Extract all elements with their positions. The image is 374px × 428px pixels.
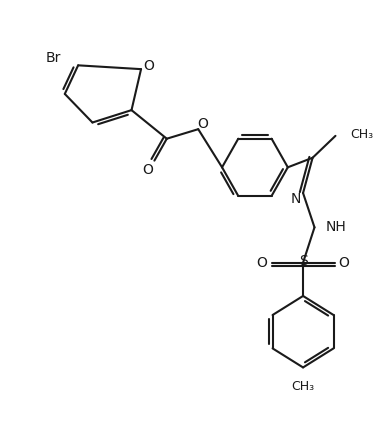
Text: S: S bbox=[299, 254, 307, 268]
Text: CH₃: CH₃ bbox=[291, 380, 315, 393]
Text: O: O bbox=[257, 256, 267, 270]
Text: NH: NH bbox=[326, 220, 347, 235]
Text: O: O bbox=[142, 163, 153, 177]
Text: O: O bbox=[143, 59, 154, 73]
Text: O: O bbox=[338, 256, 349, 270]
Text: O: O bbox=[197, 117, 208, 131]
Text: Br: Br bbox=[46, 51, 61, 65]
Text: N: N bbox=[290, 192, 301, 206]
Text: CH₃: CH₃ bbox=[351, 128, 374, 141]
